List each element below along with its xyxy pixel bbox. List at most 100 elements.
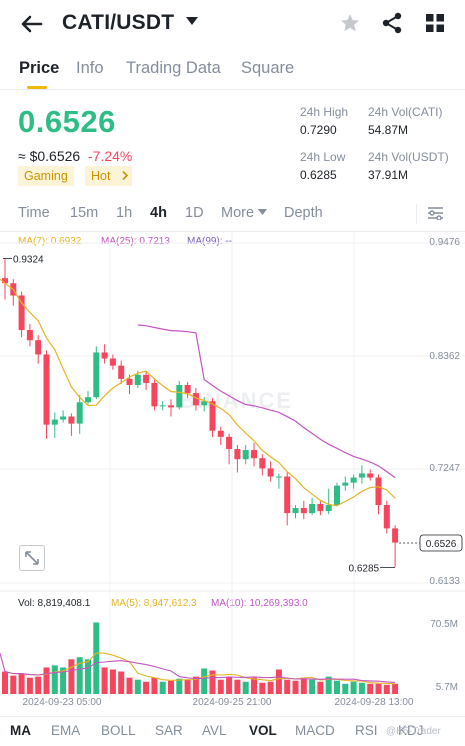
candle-body: [18, 295, 25, 331]
volume-bar: [192, 676, 199, 694]
volume-bar: [209, 670, 216, 694]
candle-body: [375, 477, 382, 505]
volume-bar: [300, 677, 307, 694]
candle-body: [251, 450, 257, 459]
price-markers: 0.9324 0.6285 0.6526: [3, 254, 463, 575]
chart-grid: [0, 232, 465, 700]
tag-gaming[interactable]: Gaming: [18, 166, 74, 186]
indicator-kdj[interactable]: KDJ: [398, 723, 424, 738]
candle-body: [201, 401, 208, 406]
indicator-ma[interactable]: MA: [10, 723, 31, 738]
tab-square[interactable]: Square: [241, 59, 295, 77]
volume-bar: [201, 668, 208, 694]
tab-price[interactable]: Price: [19, 59, 60, 77]
price-tick-label: 0.8362: [429, 351, 460, 362]
candle-body: [192, 393, 199, 406]
high-label: 24h High: [300, 105, 349, 119]
volume-bar: [226, 676, 233, 694]
tab-info[interactable]: Info: [76, 59, 104, 77]
caret-down-icon[interactable]: [186, 16, 198, 26]
tag-hot[interactable]: Hot: [85, 166, 133, 186]
time-tick-label: 2024-09-28 13:00: [335, 697, 414, 708]
fullscreen-button[interactable]: [19, 545, 45, 571]
candle-body: [334, 485, 340, 505]
volume-bar: [317, 681, 324, 694]
volume-bar: [217, 679, 224, 694]
candle-body: [76, 402, 83, 424]
price-tick-label: 0.6133: [429, 576, 460, 587]
ma99-readout: MA(99): --: [187, 236, 232, 247]
candle-body: [176, 384, 183, 408]
back-arrow-icon[interactable]: [18, 10, 46, 38]
volume-bar: [18, 673, 25, 694]
ma-lines: [0, 278, 396, 507]
candle-body: [342, 482, 349, 486]
volume-bar: [10, 675, 17, 694]
active-tab-indicator: [27, 86, 47, 89]
candle-body: [367, 473, 374, 478]
indicator-macd[interactable]: MACD: [295, 723, 335, 738]
vol-ma10-line: [0, 652, 396, 683]
candle-body: [101, 352, 108, 359]
current-price-label: 0.6526: [426, 539, 457, 550]
candle-body: [168, 405, 174, 408]
volume-bar: [93, 622, 100, 694]
candle-body: [317, 503, 324, 512]
grid-icon[interactable]: [423, 11, 447, 35]
pair-title[interactable]: CATI/USDT: [62, 11, 175, 34]
ma7-readout: MA(7): 0.6932: [18, 236, 82, 247]
low-value: 0.6285: [300, 168, 337, 182]
indicator-ema[interactable]: EMA: [51, 723, 81, 738]
candle-body: [93, 352, 100, 398]
candle-body: [51, 419, 58, 425]
volume-bar: [134, 679, 141, 694]
chart-settings-icon[interactable]: [427, 206, 444, 220]
candle-body: [292, 508, 299, 514]
candle-body: [275, 476, 282, 478]
indicator-vol[interactable]: VOL: [249, 723, 277, 738]
ma7-line: [0, 278, 396, 507]
candles: [2, 258, 399, 568]
candle-body: [2, 278, 8, 284]
indicator-avl[interactable]: AVL: [202, 723, 227, 738]
star-icon[interactable]: [338, 11, 362, 35]
indicator-rsi[interactable]: RSI: [355, 723, 378, 738]
volume-bar: [168, 680, 174, 694]
volume-bar: [342, 683, 349, 694]
high-marker-label: 0.9324: [13, 254, 44, 265]
volume-bar: [325, 676, 332, 694]
share-icon[interactable]: [380, 11, 404, 35]
interval-4h[interactable]: 4h: [150, 205, 167, 221]
indicator-sar[interactable]: SAR: [155, 723, 183, 738]
candle-body: [309, 503, 316, 514]
interval-more[interactable]: More: [221, 205, 255, 221]
candle-body: [209, 401, 216, 431]
volume-bar: [76, 657, 83, 694]
caret-down-icon[interactable]: [258, 209, 267, 216]
volume-bar: [184, 679, 191, 694]
price-change: -7.24%: [88, 148, 133, 164]
candle-body: [151, 382, 158, 407]
volume-bar: [292, 680, 299, 694]
interval-15m[interactable]: 15m: [70, 205, 99, 221]
current-price-box: [419, 534, 463, 552]
candle-body: [143, 374, 150, 383]
volume-ma-lines: [0, 652, 396, 685]
indicator-boll[interactable]: BOLL: [101, 723, 136, 738]
candle-body: [184, 384, 191, 394]
interval-depth[interactable]: Depth: [284, 205, 323, 221]
candle-body: [217, 430, 224, 437]
tab-trading-data[interactable]: Trading Data: [126, 59, 221, 77]
low-label: 24h Low: [300, 150, 346, 164]
interval-1d[interactable]: 1D: [185, 205, 204, 221]
chevron-right-icon: [122, 170, 129, 181]
volume-bar: [259, 682, 266, 694]
interval-time[interactable]: Time: [18, 205, 50, 221]
price-tick-label: 0.9476: [429, 237, 460, 248]
volume-bar: [151, 677, 158, 694]
interval-1h[interactable]: 1h: [116, 205, 133, 221]
candlestick-chart[interactable]: BINANCE 0.94760.83620.72470.613370.5M5.7…: [0, 0, 465, 716]
volume-bar: [383, 684, 390, 694]
candle-body: [350, 477, 357, 483]
expand-icon: [25, 551, 39, 565]
